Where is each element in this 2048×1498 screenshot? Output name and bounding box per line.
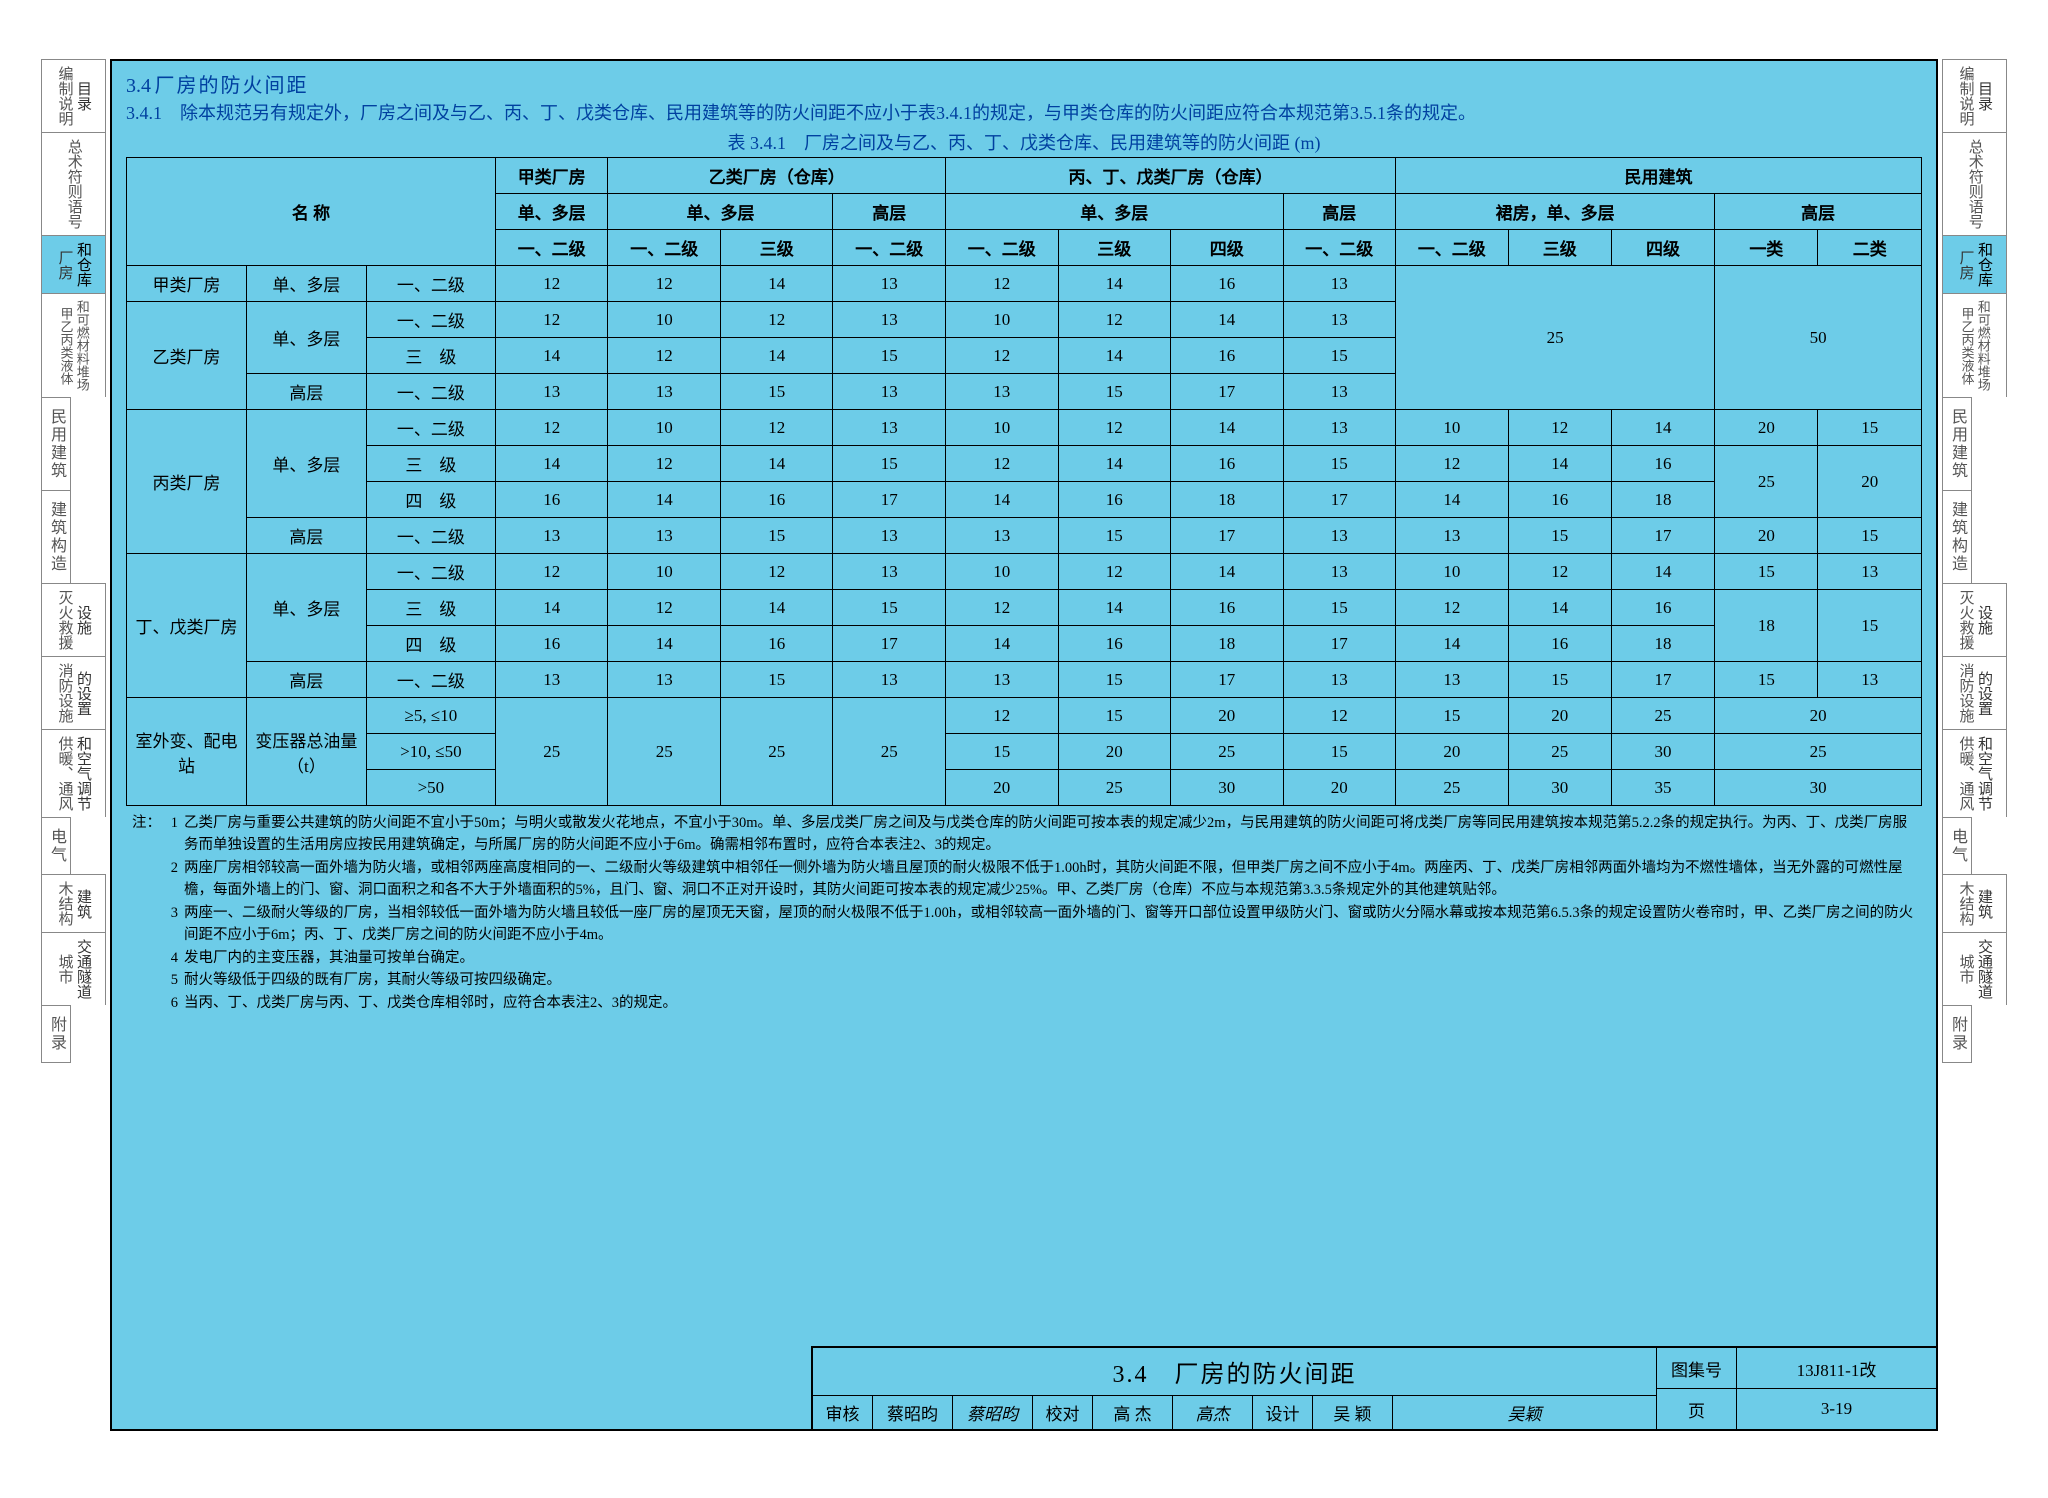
tab-firesys-r[interactable]: 消防设施的设置 bbox=[1942, 656, 2007, 729]
tabs-right: 编制说明目录 总术符则语号 厂房和仓库 甲乙丙类液体和可燃材料堆场 民用建筑 建… bbox=[1942, 59, 2007, 1063]
clause-text: 3.4.1 除本规范另有规定外，厂房之间及与乙、丙、丁、戊类仓库、民用建筑等的防… bbox=[126, 100, 1922, 127]
tab-appendix-r[interactable]: 附录 bbox=[1942, 1005, 1972, 1063]
table-row: 高层一、二级 13131513 13151713 131517 1513 bbox=[127, 662, 1922, 698]
tab-appendix[interactable]: 附录 bbox=[41, 1005, 71, 1063]
content-panel: 3.4 厂房的防火间距 3.4.1 除本规范另有规定外，厂房之间及与乙、丙、丁、… bbox=[110, 59, 1938, 1431]
footer-title: 3.4 厂房的防火间距 bbox=[813, 1348, 1656, 1396]
table-row: 丙类厂房单、多层一、二级 12101213 10121413 101214 20… bbox=[127, 410, 1922, 446]
table-row: 甲类厂房单、多层一、二级 12121413 12141613 25 50 bbox=[127, 266, 1922, 302]
th-name: 名 称 bbox=[127, 158, 496, 266]
tab-liquid-r[interactable]: 甲乙丙类液体和可燃材料堆场 bbox=[1942, 293, 2007, 397]
section-number: 3.4 bbox=[126, 75, 151, 97]
th-a: 甲类厂房 bbox=[495, 158, 608, 194]
tab-struct[interactable]: 建筑构造 bbox=[41, 490, 71, 583]
tabs-left: 编制说明目录 总术符则语号 厂房和仓库 甲乙丙类液体和可燃材料堆场 民用建筑 建… bbox=[41, 59, 106, 1063]
footer-block: 3.4 厂房的防火间距 审核蔡昭昀蔡昭昀 校对高 杰高杰 设计吴 颖吴颖 图集号… bbox=[811, 1346, 1936, 1429]
notes-block: 注： 1乙类厂房与重要公共建筑的防火间距不宜小于50m；与明火或散发火花地点，不… bbox=[156, 812, 1922, 1014]
tab-factory[interactable]: 厂房和仓库 bbox=[41, 235, 106, 293]
table-row: >50 20253020 253035 30 bbox=[127, 770, 1922, 806]
table-row: >10, ≤50 15202515 202530 25 bbox=[127, 734, 1922, 770]
tab-liquid[interactable]: 甲乙丙类液体和可燃材料堆场 bbox=[41, 293, 106, 397]
tab-hvac-r[interactable]: 供暖、通风和空气调节 bbox=[1942, 729, 2007, 817]
tab-terms-r[interactable]: 总术符则语号 bbox=[1942, 132, 2007, 235]
fire-distance-table: 名 称 甲类厂房 乙类厂房（仓库） 丙、丁、戊类厂房（仓库） 民用建筑 单、多层… bbox=[126, 157, 1922, 806]
tab-toc-r[interactable]: 编制说明目录 bbox=[1942, 59, 2007, 132]
tab-tunnel-r[interactable]: 城市交通隧道 bbox=[1942, 932, 2007, 1005]
tab-wood-r[interactable]: 木结构建筑 bbox=[1942, 874, 2007, 932]
tab-factory-r[interactable]: 厂房和仓库 bbox=[1942, 235, 2007, 293]
table-row: 丁、戊类厂房单、多层一、二级 12101213 10121413 101214 … bbox=[127, 554, 1922, 590]
tab-firesys[interactable]: 消防设施的设置 bbox=[41, 656, 106, 729]
th-b: 乙类厂房（仓库） bbox=[608, 158, 946, 194]
th-c: 丙、丁、戊类厂房（仓库） bbox=[946, 158, 1396, 194]
tab-hvac[interactable]: 供暖、通风和空气调节 bbox=[41, 729, 106, 817]
table-row: 三 级 14121415 12141615 121416 1815 bbox=[127, 590, 1922, 626]
tab-terms[interactable]: 总术符则语号 bbox=[41, 132, 106, 235]
tab-tunnel[interactable]: 城市交通隧道 bbox=[41, 932, 106, 1005]
tab-rescue[interactable]: 灭火救援设施 bbox=[41, 583, 106, 656]
tab-toc[interactable]: 编制说明目录 bbox=[41, 59, 106, 132]
table-row: 室外变、配电站变压器总油量（t）≥5, ≤10 25252525 1215201… bbox=[127, 698, 1922, 734]
table-title: 表 3.4.1 厂房之间及与乙、丙、丁、戊类仓库、民用建筑等的防火间距 (m) bbox=[126, 129, 1922, 155]
th-d: 民用建筑 bbox=[1396, 158, 1922, 194]
tab-civil-r[interactable]: 民用建筑 bbox=[1942, 397, 1972, 490]
table-row: 四 级 16141617 14161817 141618 bbox=[127, 482, 1922, 518]
tab-elec-r[interactable]: 电气 bbox=[1942, 817, 1972, 874]
table-row: 三 级 14121415 12141615 121416 2520 bbox=[127, 446, 1922, 482]
tab-rescue-r[interactable]: 灭火救援设施 bbox=[1942, 583, 2007, 656]
tab-wood[interactable]: 木结构建筑 bbox=[41, 874, 106, 932]
heading-row: 3.4 厂房的防火间距 bbox=[126, 69, 1922, 98]
section-title: 厂房的防火间距 bbox=[155, 75, 309, 97]
table-row: 四 级 16141617 14161817 141618 bbox=[127, 626, 1922, 662]
tab-elec[interactable]: 电气 bbox=[41, 817, 71, 874]
tab-struct-r[interactable]: 建筑构造 bbox=[1942, 490, 1972, 583]
tab-civil[interactable]: 民用建筑 bbox=[41, 397, 71, 490]
table-row: 高层一、二级 13131513 13151713 131517 2015 bbox=[127, 518, 1922, 554]
